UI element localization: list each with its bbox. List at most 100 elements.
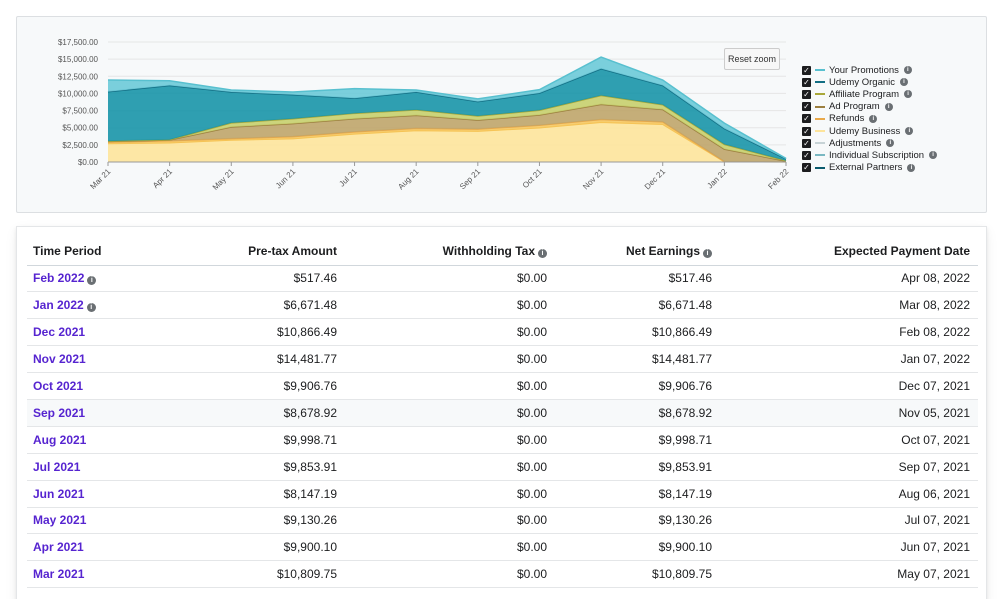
column-header-net-earnings: Net Earnings i [555,237,720,266]
time-period-link[interactable]: Sep 2021 [33,405,86,420]
cell-net: $14,481.77 [555,345,720,374]
legend-swatch [815,81,825,84]
cell-period: Jan 2022 i [27,291,190,320]
cell-period: Aug 2021 [27,426,190,454]
checkbox-checked-icon[interactable]: ✓ [802,89,811,99]
cell-pretax: $517.46 [190,265,345,293]
checkbox-checked-icon[interactable]: ✓ [802,114,811,124]
time-period-link[interactable]: Apr 2021 [33,540,84,555]
cell-pretax: $9,906.76 [190,372,345,400]
cell-net: $9,130.26 [555,507,720,535]
series-area-udemy-business [108,122,786,162]
cell-net: $9,853.91 [555,453,720,481]
legend-swatch [815,117,825,120]
time-period-link[interactable]: Dec 2021 [33,325,86,340]
legend-label: Udemy Business [829,125,901,137]
legend-item[interactable]: ✓ External Partners i [802,162,982,174]
cell-period: Jul 2021 [27,453,190,481]
table-row: May 2021 $9,130.26 $0.00 $9,130.26 Jul 07, 2… [27,507,978,535]
reset-zoom-button[interactable]: Reset zoom [724,48,780,70]
series-area-udemy-organic [108,68,786,161]
chart-legend: ✓ Your Promotions i ✓ Udemy Organic i ✓ Affilia… [802,64,982,174]
cell-pretax: $9,900.10 [190,533,345,562]
time-period-link[interactable]: Jul 2021 [33,459,81,474]
info-icon[interactable]: i [86,303,96,313]
table-row: Jan 2022 i $6,671.48 $0.00 $6,671.48 Mar 08, … [27,291,978,320]
x-tick-label: Feb 22 [766,167,790,191]
checkbox-checked-icon[interactable]: ✓ [802,150,811,160]
checkbox-checked-icon[interactable]: ✓ [802,65,811,75]
checkbox-checked-icon[interactable]: ✓ [802,77,811,87]
cell-withholding: $0.00 [345,453,555,481]
table-row: Feb 2022 i $517.46 $0.00 $517.46 Apr 08, 2022 [27,265,978,293]
info-icon[interactable]: i [886,139,895,148]
legend-item[interactable]: ✓ Individual Subscription i [802,149,982,161]
legend-item[interactable]: ✓ Udemy Organic i [802,76,982,88]
cell-withholding: $0.00 [345,399,555,427]
column-header-time-period: Time Period [27,237,190,266]
cell-pretax: $8,678.92 [190,399,345,427]
table-row: Apr 2021 $9,900.10 $0.00 $9,900.10 Jun 07, 2… [27,533,978,562]
cell-expected: Jun 07, 2021 [720,533,978,562]
series-line-refunds [107,118,787,163]
x-tick-label: May 21 [211,167,236,192]
cell-withholding: $0.00 [345,426,555,454]
legend-label: Adjustments [829,137,882,149]
cell-withholding: $0.00 [345,345,555,374]
info-icon[interactable]: i [903,66,912,75]
legend-item[interactable]: ✓ Affiliate Program i [802,88,982,100]
info-icon[interactable]: i [87,276,97,286]
cell-period: Feb 2022 i [27,265,190,293]
cell-net: $10,866.49 [555,318,720,347]
cell-expected: Apr 08, 2022 [720,265,978,293]
column-header-expected-payment-date: Expected Payment Date [720,237,978,266]
time-period-link[interactable]: Nov 2021 [33,352,86,367]
cell-net: $8,678.92 [555,399,720,427]
info-icon[interactable]: i [929,151,938,160]
table-row: Oct 2021 $9,906.76 $0.00 $9,906.76 Dec 07, 2… [27,372,978,400]
cell-pretax: $6,671.48 [190,291,345,320]
y-tick-label: $10,000.00 [58,89,99,98]
time-period-link[interactable]: Jan 2022 [33,298,84,313]
cell-period: Sep 2021 [27,399,190,427]
cell-expected: Oct 07, 2021 [720,426,978,454]
legend-item[interactable]: ✓ Adjustments i [802,137,982,149]
info-icon[interactable]: i [869,114,878,123]
legend-label: Ad Program [829,101,880,113]
time-period-link[interactable]: Mar 2021 [33,567,85,582]
info-icon[interactable]: i [900,78,908,87]
table-row: Jul 2021 $9,853.91 $0.00 $9,853.91 Sep 07, 2… [27,453,978,481]
cell-expected: Mar 08, 2022 [720,291,978,320]
earnings-table: Time Period Pre-tax Amount Withholding T… [27,237,978,589]
cell-withholding: $0.00 [345,533,555,562]
y-tick-label: $2,500.00 [62,141,98,150]
info-icon[interactable]: i [907,163,916,172]
time-period-link[interactable]: May 2021 [33,513,87,528]
legend-item[interactable]: ✓ Udemy Business i [802,125,982,137]
info-icon[interactable]: i [884,102,893,111]
table-row: Jun 2021 $8,147.19 $0.00 $8,147.19 Aug 06, 2… [27,480,978,508]
legend-item[interactable]: ✓ Ad Program i [802,101,982,113]
stacked-area-chart: $0.00 $2,500.00 $5,000.00 $7,500.00 $10,000.… [58,38,791,192]
checkbox-checked-icon[interactable]: ✓ [802,102,811,112]
time-period-link[interactable]: Aug 2021 [33,432,87,447]
cell-pretax: $10,809.75 [190,560,345,589]
checkbox-checked-icon[interactable]: ✓ [802,138,811,148]
info-icon[interactable]: i [904,90,913,99]
checkbox-checked-icon[interactable]: ✓ [802,163,811,173]
legend-swatch [815,93,825,96]
y-tick-label: $5,000.00 [62,124,98,133]
table-header-row: Time Period Pre-tax Amount Withholding T… [27,237,978,266]
info-icon[interactable]: i [703,248,712,258]
legend-item[interactable]: ✓ Refunds i [802,113,982,125]
time-period-link[interactable]: Jun 2021 [33,486,85,501]
cell-withholding: $0.00 [345,507,555,535]
time-period-link[interactable]: Oct 2021 [33,379,84,393]
info-icon[interactable]: i [905,127,914,136]
time-period-link[interactable]: Feb 2022 [33,271,85,286]
checkbox-checked-icon[interactable]: ✓ [802,126,811,136]
info-icon[interactable]: i [538,248,547,258]
cell-expected: Jul 07, 2021 [720,507,978,535]
cell-net: $517.46 [555,265,720,293]
legend-item[interactable]: ✓ Your Promotions i [802,64,982,76]
